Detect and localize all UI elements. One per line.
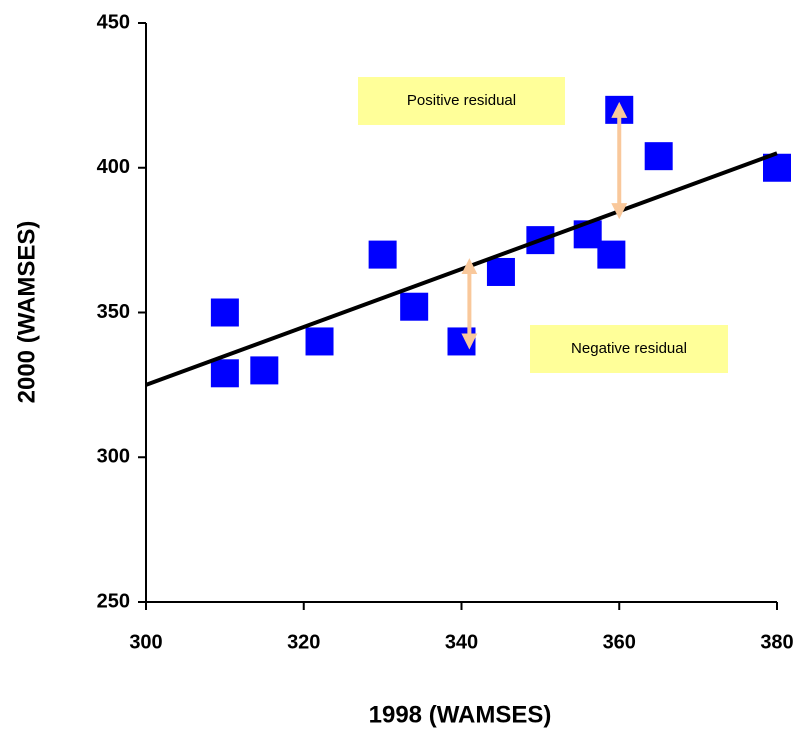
y-tick-label: 400 — [97, 156, 130, 178]
y-tick-label: 300 — [97, 446, 130, 468]
note-text: Positive residual — [407, 92, 516, 109]
y-axis-title: 2000 (WAMSES) — [13, 221, 40, 404]
x-tick-label: 340 — [445, 631, 478, 653]
y-tick-label: 450 — [97, 11, 130, 33]
note-box — [530, 325, 728, 373]
y-tick-label: 250 — [97, 590, 130, 612]
point — [210, 359, 239, 388]
point — [400, 292, 429, 321]
point — [250, 356, 279, 385]
point — [486, 257, 515, 286]
x-axis-title: 1998 (WAMSES) — [369, 701, 552, 728]
point — [305, 327, 334, 356]
point — [597, 240, 626, 269]
note-box — [358, 77, 565, 125]
note-text: Negative residual — [571, 340, 687, 357]
point — [210, 298, 239, 327]
x-tick-label: 320 — [287, 631, 320, 653]
x-tick-label: 360 — [603, 631, 636, 653]
x-tick-label: 380 — [760, 631, 793, 653]
point — [644, 142, 673, 171]
x-tick-label: 300 — [129, 631, 162, 653]
y-tick-label: 350 — [97, 301, 130, 323]
point — [368, 240, 397, 269]
